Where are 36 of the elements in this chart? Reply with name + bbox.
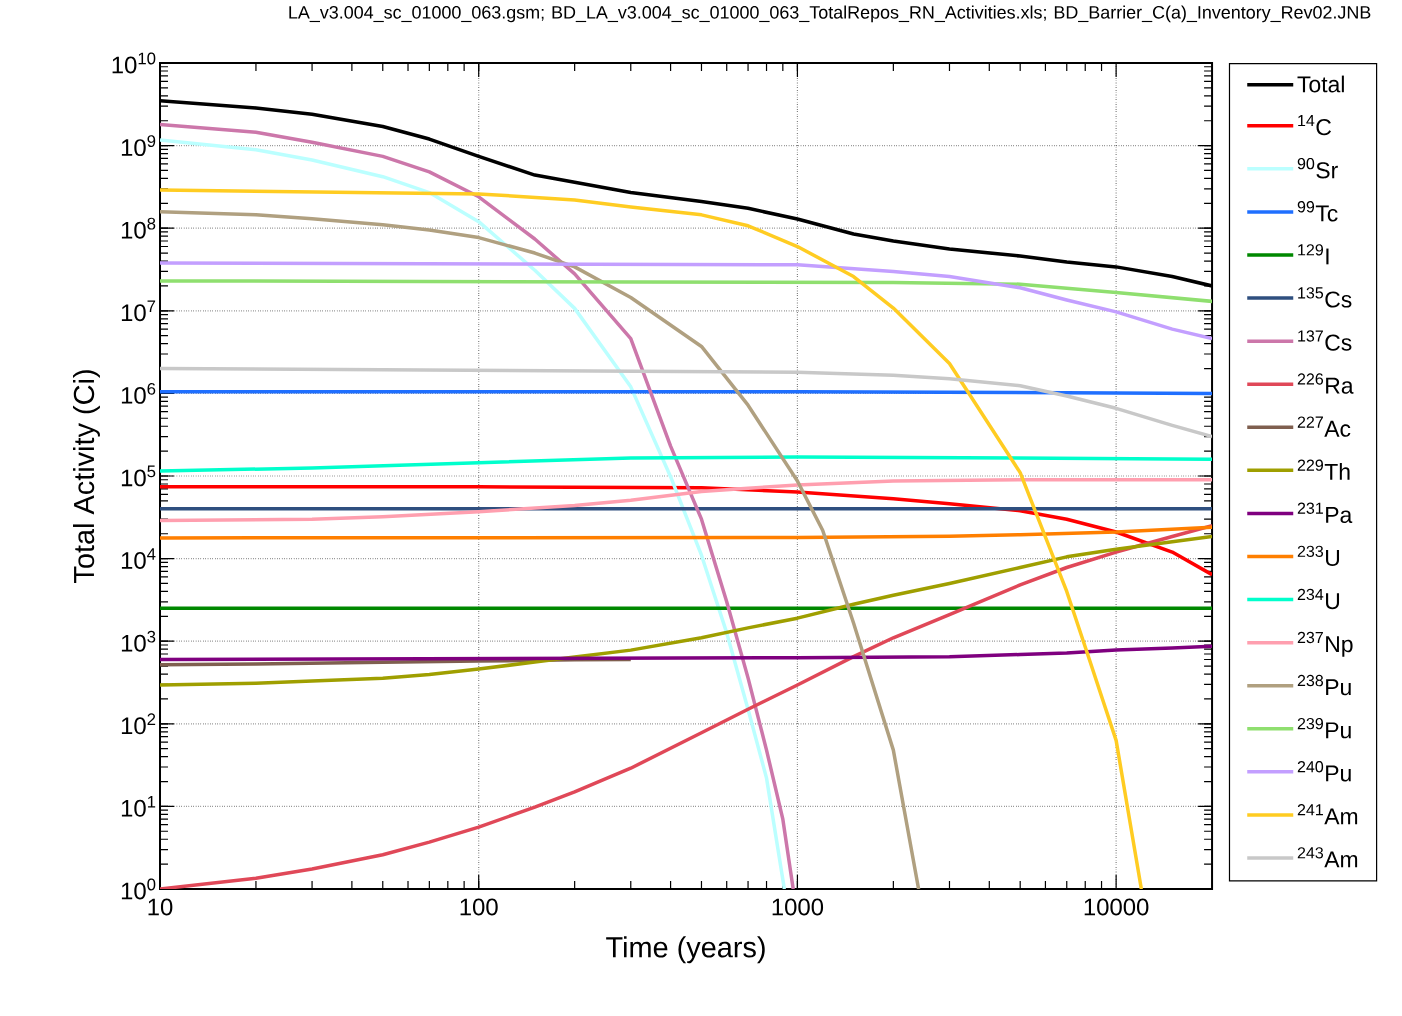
legend-label: $^{14}$C (1298, 115, 1332, 136)
legend-label: $^{137}$Cs (1298, 330, 1352, 351)
y-tick-label: 10$^{4}$ (121, 548, 156, 569)
x-tick-label: 1000 (772, 898, 824, 916)
legend-label: $^{227}$Ac (1297, 416, 1351, 437)
y-tick-label: 10$^{9}$ (121, 135, 156, 157)
y-tick-label: 10$^{5}$ (121, 465, 156, 487)
y-tick-label: 10$^{1}$ (121, 796, 156, 817)
legend-label: $^{239}$Pu (1297, 717, 1351, 739)
legend-label: $^{240}$Pu (1297, 761, 1351, 782)
x-tick-label: 10000 (1084, 898, 1149, 916)
y-tick-label: 10$^{8}$ (121, 217, 156, 239)
legend-label: $^{237}$Np (1297, 631, 1353, 657)
legend-label: $^{226}$Ra (1297, 373, 1354, 394)
y-tick-label: 10$^{6}$ (121, 382, 156, 404)
x-tick-label: 10 (148, 898, 173, 916)
y-tick-label: 10$^{10}$ (112, 52, 156, 74)
x-tick-label: 100 (460, 898, 498, 916)
x-axis-title: Time (years) (606, 936, 765, 964)
legend-label: $^{135}$Cs (1298, 287, 1352, 308)
y-tick-label: 10$^{7}$ (121, 300, 156, 322)
legend-label: Total (1297, 75, 1344, 93)
legend-label: $^{234}$U (1297, 588, 1340, 610)
legend-label: $^{238}$Pu (1297, 674, 1351, 696)
legend-label: $^{233}$U (1297, 545, 1340, 567)
legend-label: $^{129}$I (1298, 244, 1329, 265)
chart-title: LA_v3.004_sc_01000_063.gsm; BD_LA_v3.004_sc_01000_063_TotalRepos_RN_Activities.xls; BD_Barrier_C(a)_Inventory_Rev02.JNB (289, 5, 1371, 23)
y-tick-label: 10$^{3}$ (121, 630, 156, 652)
legend-label: $^{231}$Pa (1297, 502, 1353, 523)
legend-label: $^{243}$Am (1297, 847, 1358, 868)
legend-label: $^{229}$Th (1297, 459, 1350, 480)
legend-label: $^{241}$Am (1297, 804, 1358, 825)
y-tick-label: 10$^{2}$ (121, 713, 156, 735)
y-axis-title: Total Activity (Ci) (73, 370, 100, 583)
legend-label: $^{99}$Tc (1297, 201, 1338, 222)
legend-label: $^{90}$Sr (1297, 157, 1338, 179)
